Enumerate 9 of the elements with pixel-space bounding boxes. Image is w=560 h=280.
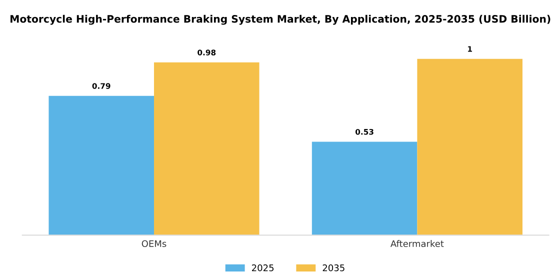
bar [154,62,260,236]
legend-label: 2025 [252,264,274,272]
x-tick-label: Aftermarket [390,240,444,248]
bar [312,142,418,236]
bar [417,58,522,236]
bar [48,96,154,236]
legend-label: 2035 [322,264,344,272]
chart-title: Motorcycle High-Performance Braking System Market, By Application, 2025-2035 (USD Billion) [10,14,550,25]
x-tick-label: OEMs [142,240,166,248]
